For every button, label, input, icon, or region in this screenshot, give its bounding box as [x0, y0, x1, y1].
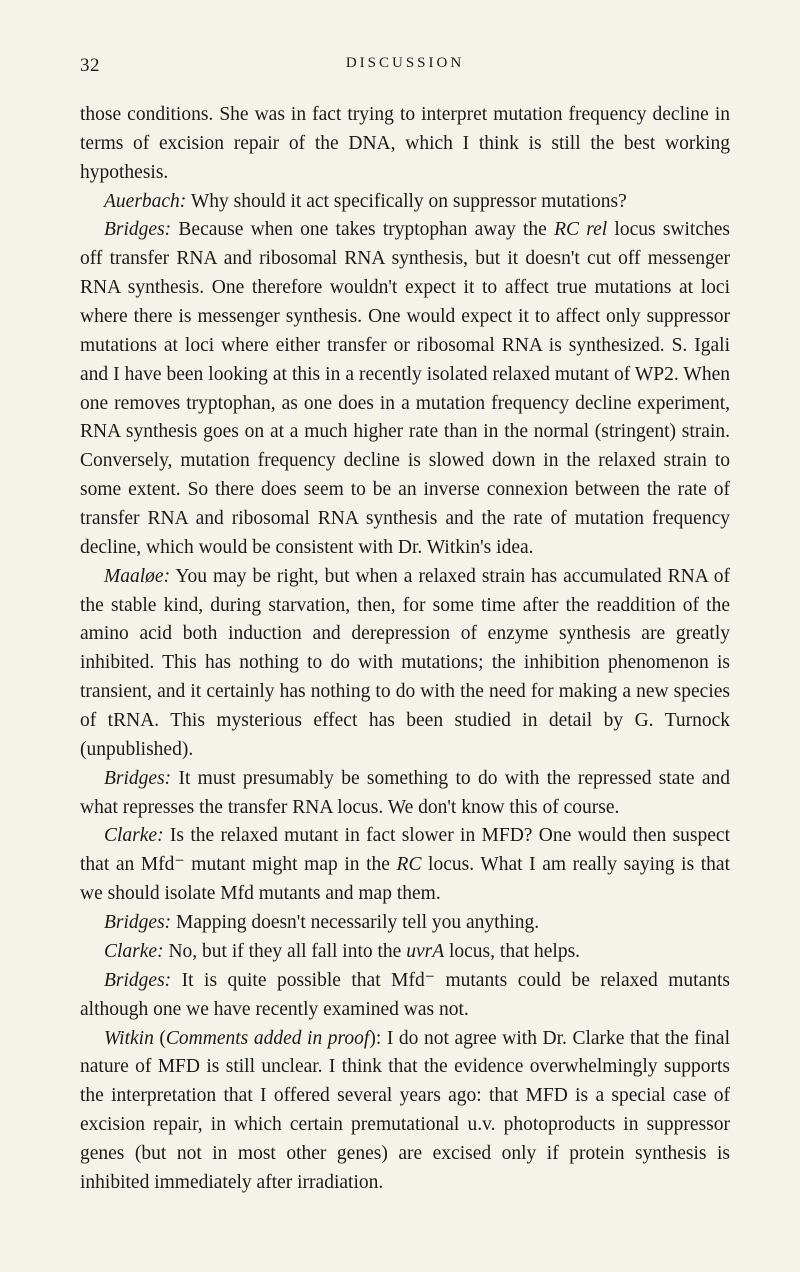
italic-text: Clarke: [104, 825, 164, 846]
text-segment: You may be right, but when a relaxed str… [80, 566, 730, 760]
text-segment: Mapping doesn't necessarily tell you any… [171, 912, 539, 933]
paragraph: Bridges: It is quite possible that Mfd⁻ … [80, 967, 730, 1025]
text-segment: ): I do not agree with Dr. Clarke that t… [80, 1028, 730, 1193]
paragraph: Bridges: It must presumably be something… [80, 765, 730, 823]
italic-text: Bridges: [104, 970, 171, 991]
italic-text: Auerbach: [104, 191, 186, 212]
italic-text: uvrA [406, 941, 444, 962]
text-segment: It is quite possible that Mfd⁻ mutants c… [80, 970, 730, 1020]
paragraph: those conditions. She was in fact trying… [80, 101, 730, 188]
paragraph: Clarke: No, but if they all fall into th… [80, 938, 730, 967]
italic-text: Bridges: [104, 912, 171, 933]
header-title: DISCUSSION [346, 55, 464, 72]
paragraph: Maaløe: You may be right, but when a rel… [80, 563, 730, 765]
page-number: 32 [80, 55, 100, 77]
text-segment: ( [154, 1028, 166, 1049]
italic-text: RC rel [554, 219, 607, 240]
text-segment: those conditions. She was in fact trying… [80, 104, 730, 183]
italic-text: Comments added in proof [166, 1028, 369, 1049]
paragraph: Bridges: Mapping doesn't necessarily tel… [80, 909, 730, 938]
italic-text: Bridges: [104, 219, 171, 240]
text-segment: Why should it act specifically on suppre… [186, 191, 626, 212]
paragraph: Clarke: Is the relaxed mutant in fact sl… [80, 822, 730, 909]
text-segment: Because when one takes tryptophan away t… [171, 219, 554, 240]
page-header: 32 DISCUSSION [80, 55, 730, 77]
text-segment: locus, that helps. [444, 941, 580, 962]
paragraph: Witkin (Comments added in proof): I do n… [80, 1025, 730, 1198]
text-segment: No, but if they all fall into the [164, 941, 407, 962]
text-segment: locus switches off transfer RNA and ribo… [80, 219, 730, 557]
text-segment: It must presumably be something to do wi… [80, 768, 730, 818]
italic-text: Clarke: [104, 941, 164, 962]
italic-text: Bridges: [104, 768, 171, 789]
italic-text: RC [397, 854, 422, 875]
paragraph: Auerbach: Why should it act specifically… [80, 188, 730, 217]
italic-text: Witkin [104, 1028, 154, 1049]
body-text: those conditions. She was in fact trying… [80, 101, 730, 1198]
paragraph: Bridges: Because when one takes tryptoph… [80, 216, 730, 562]
italic-text: Maaløe: [104, 566, 170, 587]
